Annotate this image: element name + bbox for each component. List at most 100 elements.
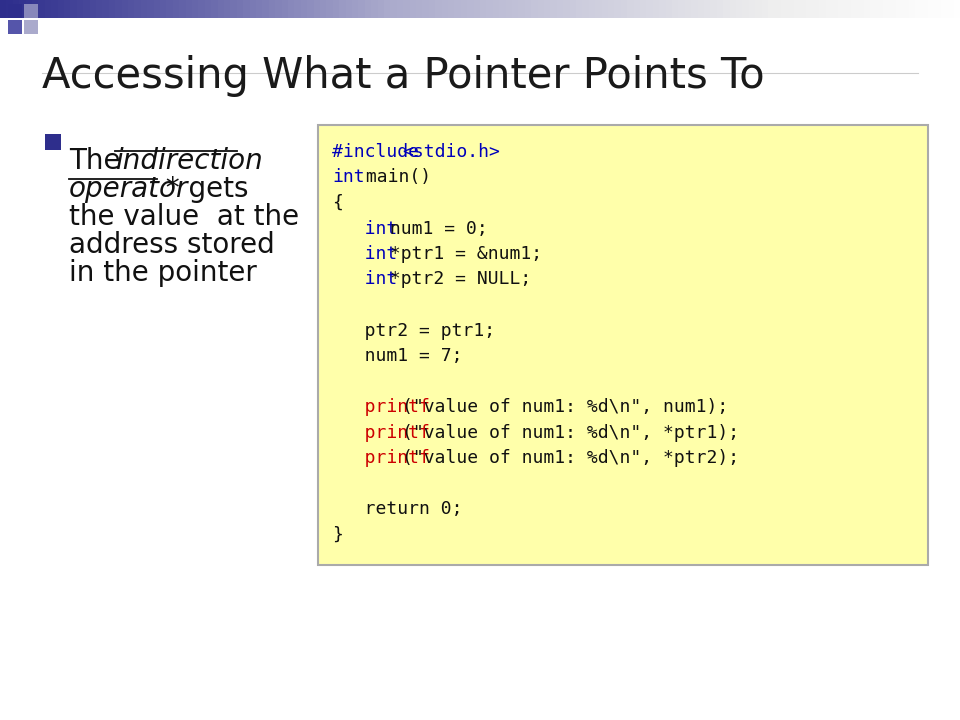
Bar	[377, 0, 385, 18]
Text: num1 = 0;: num1 = 0;	[379, 220, 488, 238]
Bar	[346, 0, 352, 18]
Bar	[358, 0, 366, 18]
Bar	[416, 0, 423, 18]
Bar	[70, 0, 78, 18]
Bar	[794, 0, 801, 18]
Text: in the pointer: in the pointer	[69, 259, 257, 287]
Bar	[569, 0, 577, 18]
Bar	[384, 0, 391, 18]
Bar	[928, 0, 935, 18]
Text: The: The	[69, 147, 130, 175]
Text: address stored: address stored	[69, 231, 275, 259]
Bar	[84, 0, 90, 18]
Bar	[461, 0, 468, 18]
Bar	[154, 0, 160, 18]
Bar	[832, 0, 839, 18]
Bar	[7, 0, 13, 18]
Bar	[684, 0, 692, 18]
Bar	[122, 0, 129, 18]
Bar	[24, 4, 38, 18]
Bar	[192, 0, 199, 18]
Text: int: int	[332, 168, 365, 186]
Bar	[876, 0, 884, 18]
Text: ptr2 = ptr1;: ptr2 = ptr1;	[332, 322, 495, 340]
Bar	[391, 0, 397, 18]
Text: int: int	[332, 271, 397, 289]
Bar	[653, 0, 660, 18]
Bar	[96, 0, 103, 18]
Bar	[588, 0, 596, 18]
Bar	[352, 0, 359, 18]
Bar	[583, 0, 589, 18]
Bar	[627, 0, 635, 18]
Bar	[819, 0, 827, 18]
Bar	[941, 0, 948, 18]
Bar	[857, 0, 865, 18]
Text: num1 = 7;: num1 = 7;	[332, 347, 463, 365]
Bar	[646, 0, 654, 18]
Bar	[180, 0, 186, 18]
Bar	[103, 0, 109, 18]
Bar	[736, 0, 743, 18]
Bar	[780, 0, 788, 18]
Text: *ptr1 = &num1;: *ptr1 = &num1;	[379, 245, 542, 263]
Bar	[134, 0, 141, 18]
Bar	[320, 0, 327, 18]
Bar	[396, 0, 404, 18]
Text: printf: printf	[332, 423, 430, 441]
Bar	[621, 0, 628, 18]
Bar	[704, 0, 711, 18]
Bar	[487, 0, 493, 18]
Text: ("value of num1: %d\n", *ptr1);: ("value of num1: %d\n", *ptr1);	[402, 423, 739, 441]
Text: #include: #include	[332, 143, 430, 161]
Bar	[492, 0, 500, 18]
Bar	[403, 0, 410, 18]
Bar	[12, 0, 20, 18]
Bar	[211, 0, 218, 18]
Bar	[218, 0, 225, 18]
Bar	[864, 0, 871, 18]
Bar	[710, 0, 717, 18]
Text: printf: printf	[332, 398, 430, 416]
Bar	[307, 0, 314, 18]
Bar	[723, 0, 731, 18]
Text: int: int	[332, 220, 397, 238]
Bar	[58, 0, 64, 18]
Bar	[276, 0, 282, 18]
Bar	[665, 0, 673, 18]
Bar	[634, 0, 640, 18]
Bar	[871, 0, 877, 18]
Bar	[300, 0, 308, 18]
Bar	[845, 0, 852, 18]
Bar	[672, 0, 679, 18]
Bar	[237, 0, 244, 18]
Bar	[544, 0, 551, 18]
Bar	[806, 0, 813, 18]
Bar	[26, 0, 33, 18]
Bar	[953, 0, 960, 18]
Bar	[934, 0, 942, 18]
Bar	[429, 0, 436, 18]
Bar	[108, 0, 116, 18]
Bar	[813, 0, 820, 18]
Bar	[698, 0, 705, 18]
Bar	[141, 0, 148, 18]
Bar	[890, 0, 897, 18]
Text: }: }	[332, 526, 343, 544]
Bar	[269, 0, 276, 18]
Bar	[922, 0, 928, 18]
Bar	[775, 0, 781, 18]
Bar	[473, 0, 481, 18]
Bar	[8, 4, 22, 18]
Text: printf: printf	[332, 449, 430, 467]
Bar	[115, 0, 122, 18]
Bar	[679, 0, 685, 18]
Bar	[838, 0, 846, 18]
Bar	[614, 0, 621, 18]
Bar	[909, 0, 916, 18]
Bar	[262, 0, 270, 18]
Bar	[166, 0, 174, 18]
Bar	[826, 0, 832, 18]
Text: the value  at the: the value at the	[69, 203, 300, 231]
Text: *ptr2 = NULL;: *ptr2 = NULL;	[379, 271, 531, 289]
